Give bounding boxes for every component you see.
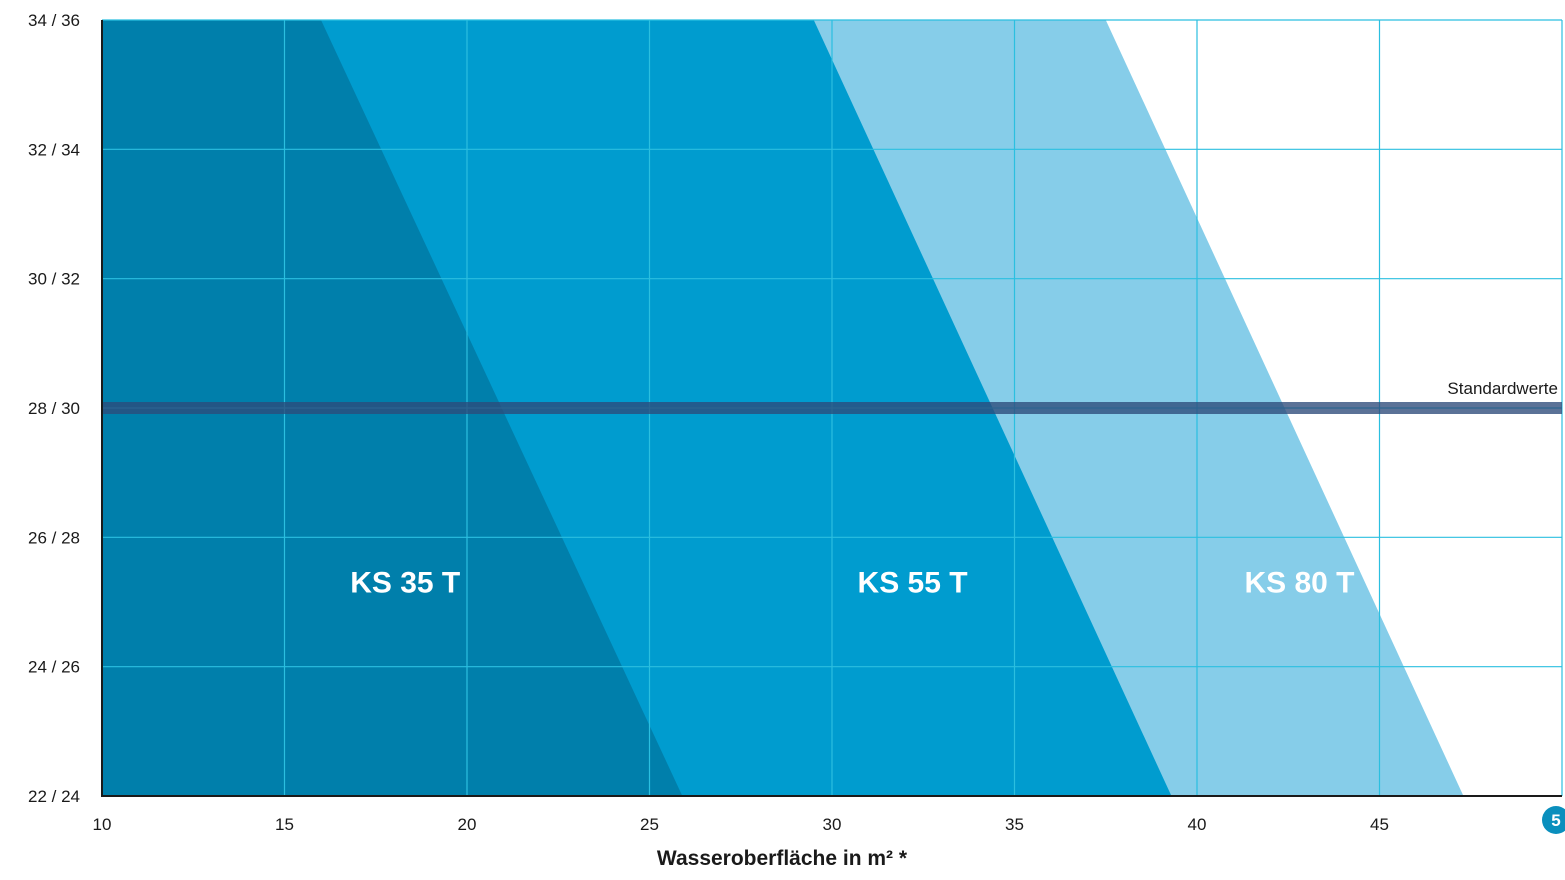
page-badge-circle xyxy=(1542,806,1565,834)
region-label-ks-55-t: KS 55 T xyxy=(858,567,968,600)
region-label-ks-80-t: KS 80 T xyxy=(1244,567,1354,600)
x-tick-label: 15 xyxy=(275,815,294,834)
y-tick-label: 30 / 32 xyxy=(28,270,80,289)
axes: 22 / 24 24 / 26 26 / 28 28 / 30 30 / 32 32 / … xyxy=(28,11,1562,834)
page-badge-number: 5 xyxy=(1551,811,1560,830)
reference-line xyxy=(102,402,1562,414)
y-tick-label: 34 / 36 xyxy=(28,11,80,30)
region-label-ks-35-t: KS 35 T xyxy=(350,567,460,600)
x-tick-label: 35 xyxy=(1005,815,1024,834)
y-tick-label: 28 / 30 xyxy=(28,399,80,418)
y-tick-label: 26 / 28 xyxy=(28,528,80,547)
reference-line-label: Standardwerte xyxy=(1447,379,1558,398)
y-tick-label: 24 / 26 xyxy=(28,658,80,677)
x-tick-label: 20 xyxy=(458,815,477,834)
x-axis-label: Wasseroberfläche in m² * xyxy=(657,847,908,870)
page-badge: 5 xyxy=(1542,806,1565,834)
x-tick-label: 25 xyxy=(640,815,659,834)
x-tick-label: 10 xyxy=(93,815,112,834)
reference-line-group: Standardwerte xyxy=(102,379,1562,414)
x-tick-label: 40 xyxy=(1188,815,1207,834)
y-tick-label: 32 / 34 xyxy=(28,140,80,159)
grid xyxy=(102,19,1563,796)
x-tick-label: 45 xyxy=(1370,815,1389,834)
x-tick-label: 30 xyxy=(823,815,842,834)
region-labels: KS 35 T KS 55 T KS 80 T xyxy=(350,567,1354,600)
y-tick-label: 22 / 24 xyxy=(28,787,80,806)
